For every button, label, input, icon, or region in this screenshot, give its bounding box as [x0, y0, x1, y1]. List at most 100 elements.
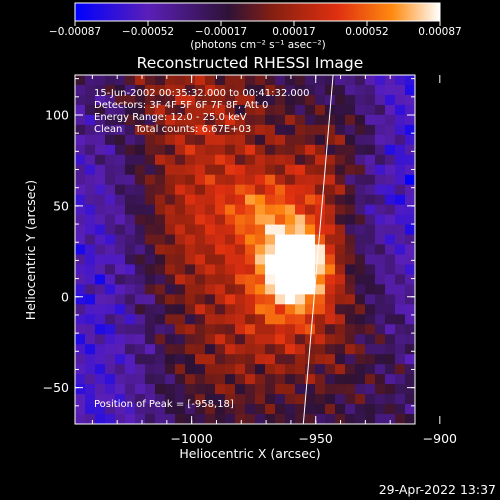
heatmap-cell [305, 104, 316, 116]
heatmap-cell [195, 384, 206, 395]
heatmap-cell [205, 304, 216, 315]
heatmap-cell [165, 374, 176, 385]
heatmap-cell [155, 264, 166, 276]
heatmap-cell [325, 294, 336, 305]
heatmap-cell [405, 174, 415, 186]
heatmap-cell [225, 414, 236, 424]
heatmap-cell [245, 114, 256, 126]
heatmap-cell [325, 154, 336, 166]
heatmap-cell [165, 204, 176, 216]
heatmap-cell [95, 284, 106, 295]
heatmap-cell [265, 94, 276, 106]
heatmap-cell [145, 254, 156, 266]
heatmap-cell [215, 294, 226, 305]
heatmap-cell [85, 374, 96, 385]
heatmap-cell [375, 194, 386, 206]
heatmap-cell [395, 174, 406, 186]
heatmap-cell [235, 84, 246, 96]
heatmap-cell [385, 394, 396, 405]
heatmap-cell [115, 154, 126, 166]
heatmap-cell [105, 384, 116, 395]
heatmap-cell [175, 134, 186, 146]
heatmap-cell [365, 404, 376, 415]
heatmap-cell [395, 304, 406, 315]
heatmap-cell [375, 234, 386, 246]
heatmap-cell [185, 334, 196, 345]
heatmap-cell [75, 234, 86, 246]
heatmap-cell [235, 134, 246, 146]
heatmap-cell [255, 144, 266, 156]
heatmap-cell [195, 294, 206, 305]
heatmap-cell [185, 354, 196, 365]
heatmap-cell [155, 384, 166, 395]
heatmap-cell [165, 114, 176, 126]
heatmap-cell [355, 294, 366, 305]
heatmap-cell [395, 204, 406, 216]
heatmap-cell [225, 284, 236, 295]
heatmap-cell [135, 284, 146, 295]
heatmap-cell [265, 104, 276, 116]
heatmap-cell [135, 264, 146, 276]
heatmap-cell [115, 84, 126, 96]
heatmap-cell [285, 84, 296, 96]
heatmap-cell [295, 284, 306, 295]
heatmap-cell [195, 134, 206, 146]
heatmap-cell [315, 204, 326, 216]
heatmap-cell [235, 184, 246, 196]
heatmap-cell [155, 114, 166, 126]
heatmap-cell [285, 384, 296, 395]
heatmap-cell [85, 194, 96, 206]
heatmap-cell [135, 164, 146, 176]
heatmap-cell [75, 75, 86, 86]
heatmap-cell [115, 334, 126, 345]
heatmap-cell [285, 314, 296, 325]
heatmap-cell [405, 284, 415, 295]
heatmap-cell [315, 234, 326, 246]
heatmap-cell [235, 294, 246, 305]
heatmap-cell [375, 254, 386, 266]
heatmap-cell [235, 384, 246, 395]
heatmap-cell [235, 394, 246, 405]
heatmap-cell [125, 164, 136, 176]
heatmap-cell [305, 214, 316, 226]
heatmap-cell [285, 204, 296, 216]
heatmap-cell [225, 384, 236, 395]
heatmap-cell [105, 75, 116, 86]
heatmap-cell [95, 374, 106, 385]
heatmap-cell [105, 284, 116, 295]
heatmap-cell [395, 264, 406, 276]
heatmap-cell [395, 334, 406, 345]
heatmap-cell [295, 254, 306, 266]
heatmap-cell [385, 124, 396, 136]
heatmap-cell [225, 364, 236, 375]
heatmap-cell [175, 334, 186, 345]
heatmap-cell [125, 94, 136, 106]
heatmap-cell [325, 374, 336, 385]
heatmap-cell [115, 344, 126, 355]
heatmap-cell [385, 174, 396, 186]
heatmap-cell [155, 84, 166, 96]
heatmap-cell [375, 144, 386, 156]
heatmap-cell [165, 264, 176, 276]
heatmap-cell [265, 414, 276, 424]
heatmap-cell [75, 354, 86, 365]
heatmap-cell [85, 234, 96, 246]
heatmap-cell [215, 75, 226, 86]
heatmap-cell [395, 184, 406, 196]
heatmap-cell [315, 404, 326, 415]
heatmap-cell [115, 324, 126, 335]
heatmap-cell [305, 294, 316, 305]
heatmap-cell [155, 294, 166, 305]
heatmap-cell [205, 394, 216, 405]
heatmap-cell [125, 284, 136, 295]
heatmap-cell [315, 334, 326, 345]
heatmap-cell [145, 134, 156, 146]
heatmap-cell [135, 354, 146, 365]
heatmap-cell [215, 274, 226, 285]
heatmap-cell [205, 94, 216, 106]
heatmap-cell [345, 204, 356, 216]
heatmap-cell [245, 404, 256, 415]
heatmap-cell [385, 404, 396, 415]
heatmap-cell [345, 404, 356, 415]
x-tick-label: −1000 [170, 431, 212, 446]
